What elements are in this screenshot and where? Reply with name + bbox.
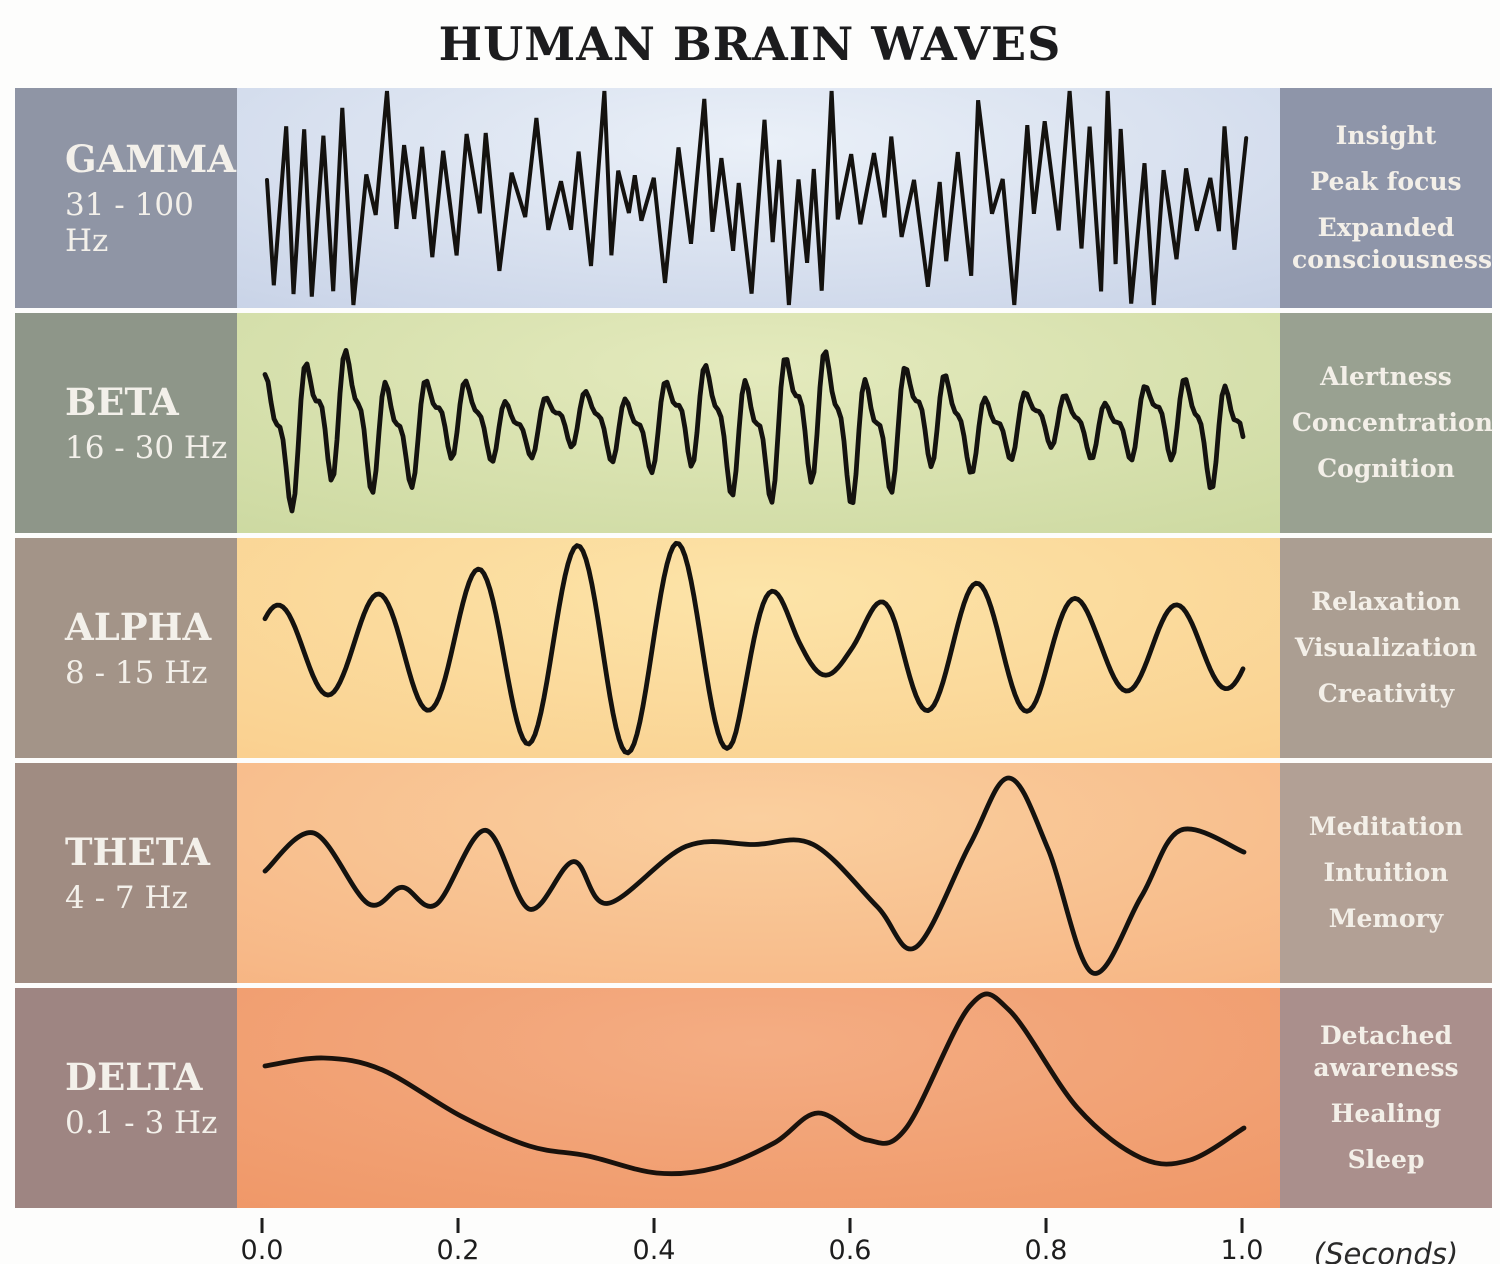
tick-mark	[456, 1218, 460, 1233]
band-label-panel-theta: THETA 4 - 7 Hz	[15, 763, 237, 983]
trait-line: Detached awareness	[1313, 1021, 1459, 1082]
band-traits-panel-beta: Alertness Concentration Cognition	[1280, 313, 1493, 533]
tick-label: 0.2	[436, 1235, 480, 1264]
axis-unit-label: (Seconds)	[1313, 1237, 1459, 1264]
trait-line: Cognition	[1317, 454, 1455, 483]
delta-waveform	[262, 991, 1247, 1177]
bands-grid: GAMMA 31 - 100 Hz Insight Peak focus Expan…	[15, 88, 1493, 1208]
tick-label: 1.0	[1220, 1235, 1264, 1264]
tick-mark	[1044, 1218, 1048, 1233]
band-row: THETA 4 - 7 Hz Meditation Intuition Memory	[15, 763, 1492, 983]
band-traits-panel-delta: Detached awareness Healing Sleep	[1280, 988, 1492, 1208]
band-row: BETA 16 - 30 Hz Alertness Concentration Co…	[15, 313, 1493, 533]
band-wave-panel-beta	[237, 313, 1280, 533]
tick-mark	[652, 1218, 656, 1233]
trait-line: Alertness	[1320, 362, 1452, 391]
band-wave-panel-theta	[237, 763, 1280, 983]
trait-line: Meditation	[1308, 812, 1464, 841]
trait-line: Concentration	[1292, 408, 1493, 437]
band-wave-panel-alpha	[237, 538, 1280, 758]
band-frequency-range: 31 - 100 Hz	[65, 187, 194, 260]
band-traits-panel-gamma: Insight Peak focus Expanded consciousness	[1280, 88, 1492, 308]
band-name: BETA	[65, 379, 179, 424]
band-frequency-range: 4 - 7 Hz	[65, 880, 188, 917]
band-wave-panel-delta	[237, 988, 1280, 1208]
axis-tick-1.0: 1.0	[1220, 1218, 1264, 1264]
tick-mark	[1240, 1218, 1244, 1233]
trait-line: Healing	[1330, 1099, 1442, 1128]
band-name: GAMMA	[65, 136, 236, 181]
delta-waveform-svg	[262, 991, 1247, 1177]
alpha-waveform-svg	[262, 540, 1246, 756]
band-row: ALPHA 8 - 15 Hz Relaxation Visualization C…	[15, 538, 1492, 758]
page-title: HUMAN BRAIN WAVES	[438, 17, 1062, 71]
band-frequency-range: 16 - 30 Hz	[65, 430, 228, 467]
band-name: ALPHA	[65, 604, 212, 649]
trait-line: Visualization	[1294, 633, 1478, 662]
band-name: THETA	[65, 829, 210, 874]
trait-line: Memory	[1328, 904, 1444, 933]
trait-line: Expanded consciousness	[1292, 213, 1493, 274]
band-frequency-range: 8 - 15 Hz	[65, 655, 208, 692]
axis-tick-0.0: 0.0	[240, 1218, 284, 1264]
trait-line: Sleep	[1347, 1145, 1425, 1174]
band-traits-panel-theta: Meditation Intuition Memory	[1280, 763, 1492, 983]
trait-line: Relaxation	[1311, 587, 1461, 616]
trait-line: Insight	[1335, 121, 1437, 150]
theta-waveform-svg	[262, 775, 1247, 976]
tick-label: 0.4	[632, 1235, 676, 1264]
trait-line: Peak focus	[1310, 167, 1462, 196]
trait-line: Creativity	[1317, 679, 1455, 708]
band-frequency-range: 0.1 - 3 Hz	[65, 1105, 218, 1142]
tick-label: 0.0	[240, 1235, 284, 1264]
tick-mark	[848, 1218, 852, 1233]
tick-label: 0.6	[828, 1235, 872, 1264]
tick-mark	[260, 1218, 264, 1233]
time-axis: (Seconds) 0.0 0.2 0.4 0.6 0.8 1.0	[0, 1214, 1500, 1264]
band-label-panel-gamma: GAMMA 31 - 100 Hz	[15, 88, 237, 308]
gamma-waveform	[265, 90, 1249, 306]
band-label-panel-beta: BETA 16 - 30 Hz	[15, 313, 237, 533]
axis-tick-0.8: 0.8	[1024, 1218, 1068, 1264]
alpha-waveform	[262, 540, 1246, 756]
gamma-waveform-svg	[265, 90, 1249, 306]
band-label-panel-alpha: ALPHA 8 - 15 Hz	[15, 538, 237, 758]
axis-tick-0.6: 0.6	[828, 1218, 872, 1264]
theta-waveform	[262, 775, 1247, 976]
band-row: GAMMA 31 - 100 Hz Insight Peak focus Expan…	[15, 88, 1492, 308]
beta-waveform-svg	[262, 348, 1246, 514]
band-name: DELTA	[65, 1054, 203, 1099]
band-traits-panel-alpha: Relaxation Visualization Creativity	[1280, 538, 1492, 758]
trait-line: Intuition	[1323, 858, 1449, 887]
band-wave-panel-gamma	[237, 88, 1280, 308]
tick-label: 0.8	[1024, 1235, 1068, 1264]
axis-tick-0.2: 0.2	[436, 1218, 480, 1264]
beta-waveform	[262, 348, 1246, 514]
band-row: DELTA 0.1 - 3 Hz Detached awareness Heali…	[15, 988, 1492, 1208]
band-label-panel-delta: DELTA 0.1 - 3 Hz	[15, 988, 237, 1208]
axis-tick-0.4: 0.4	[632, 1218, 676, 1264]
